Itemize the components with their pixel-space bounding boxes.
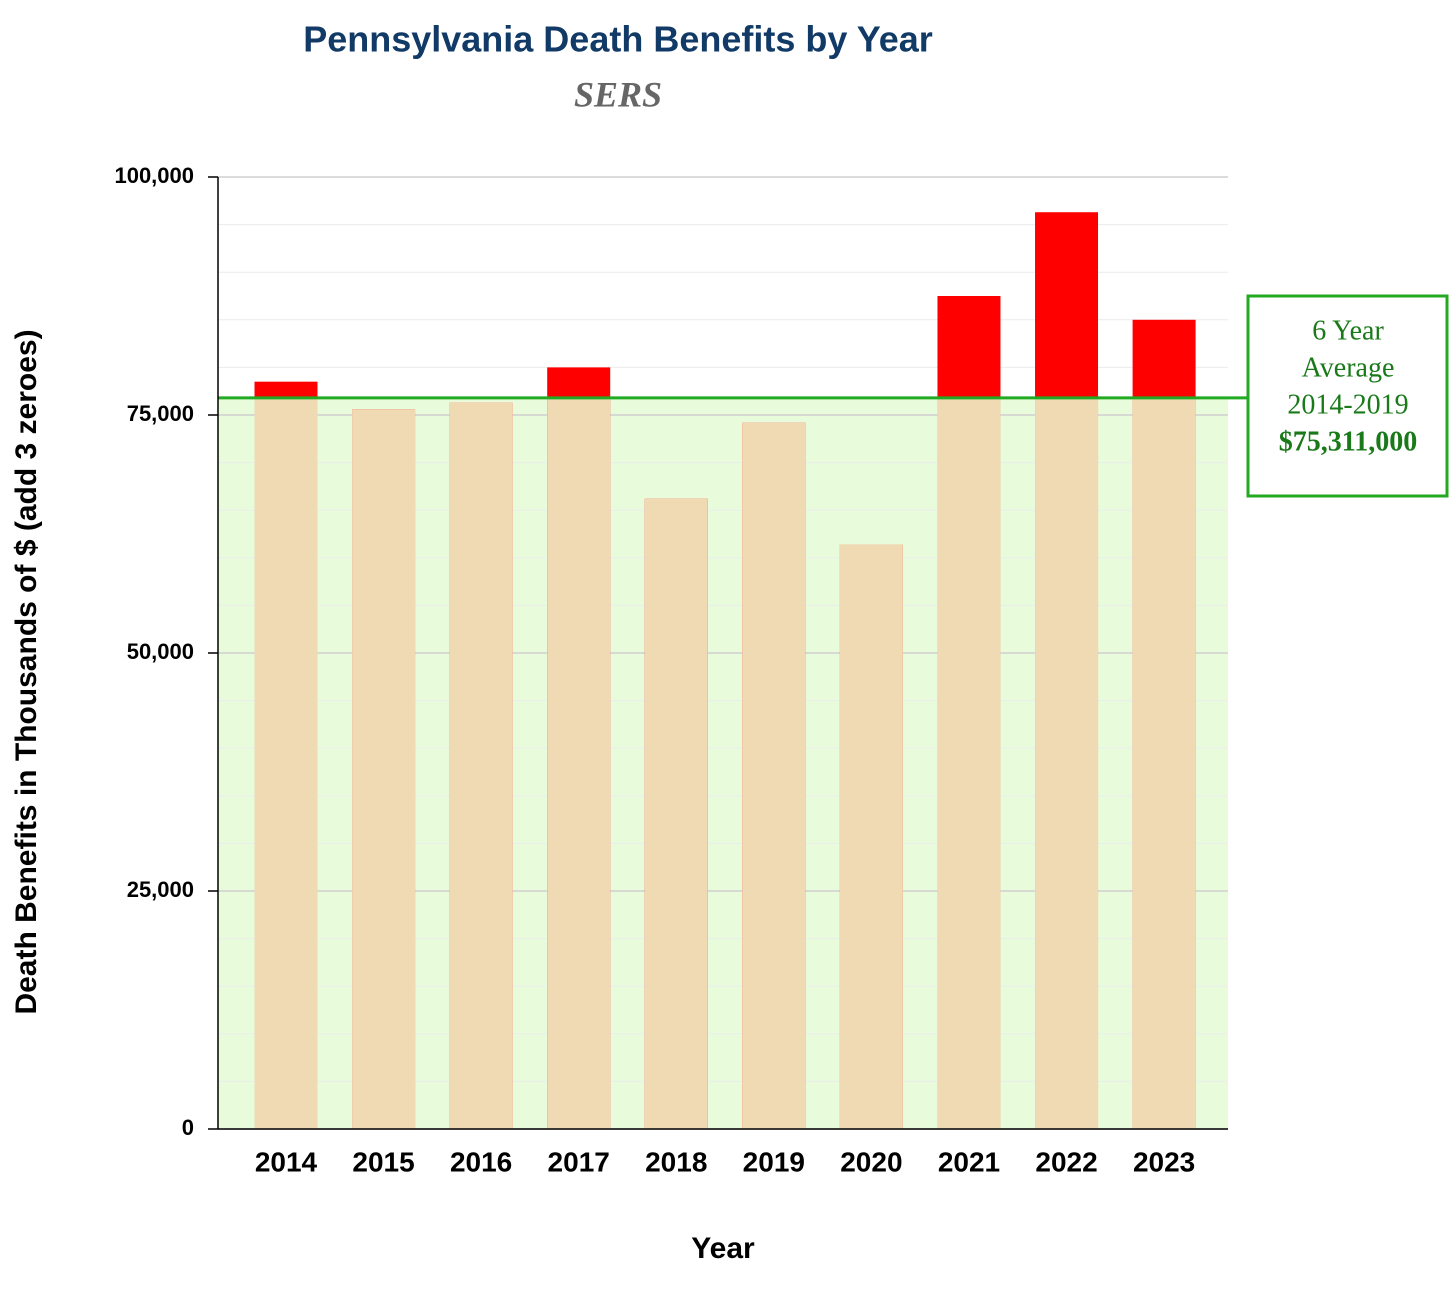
x-tick-label: 2016 [450,1146,512,1177]
bar-below-average [254,397,318,1129]
chart-title: Pennsylvania Death Benefits by Year [303,19,933,60]
bar-below-average [547,397,611,1129]
y-tick-label: 100,000 [114,163,194,188]
x-tick-label: 2018 [645,1146,707,1177]
y-tick-label: 25,000 [127,877,194,902]
y-tick-label: 0 [182,1115,194,1140]
annotation-text: $75,311,000 [1279,426,1417,457]
y-tick-label: 50,000 [127,639,194,664]
y-tick-label: 75,000 [127,401,194,426]
bar-below-average [839,544,903,1129]
x-tick-label: 2021 [938,1146,1000,1177]
bar-below-average [644,498,708,1129]
annotation-text: Average [1302,352,1395,383]
x-tick-label: 2023 [1133,1146,1195,1177]
x-tick-label: 2014 [255,1146,318,1177]
bar-below-average [937,397,1001,1129]
bar-below-average [742,422,806,1130]
annotation-box [1246,294,1449,498]
bar-below-average [352,409,416,1130]
x-axis-label: Year [691,1232,755,1265]
bar-below-average [449,402,513,1129]
x-tick-label: 2019 [743,1146,805,1177]
x-tick-label: 2017 [548,1146,610,1177]
x-tick-label: 2015 [352,1146,414,1177]
annotation-text: 2014-2019 [1287,389,1408,420]
bar-below-average [1035,397,1099,1129]
bar-below-average [1132,397,1196,1129]
x-tick-label: 2020 [840,1146,902,1177]
chart-subtitle: SERS [574,74,662,114]
annotation-text: 6 Year [1312,315,1384,346]
y-axis-label: Death Benefits in Thousands of $ (add 3 … [10,329,43,1014]
x-tick-label: 2022 [1035,1146,1097,1177]
